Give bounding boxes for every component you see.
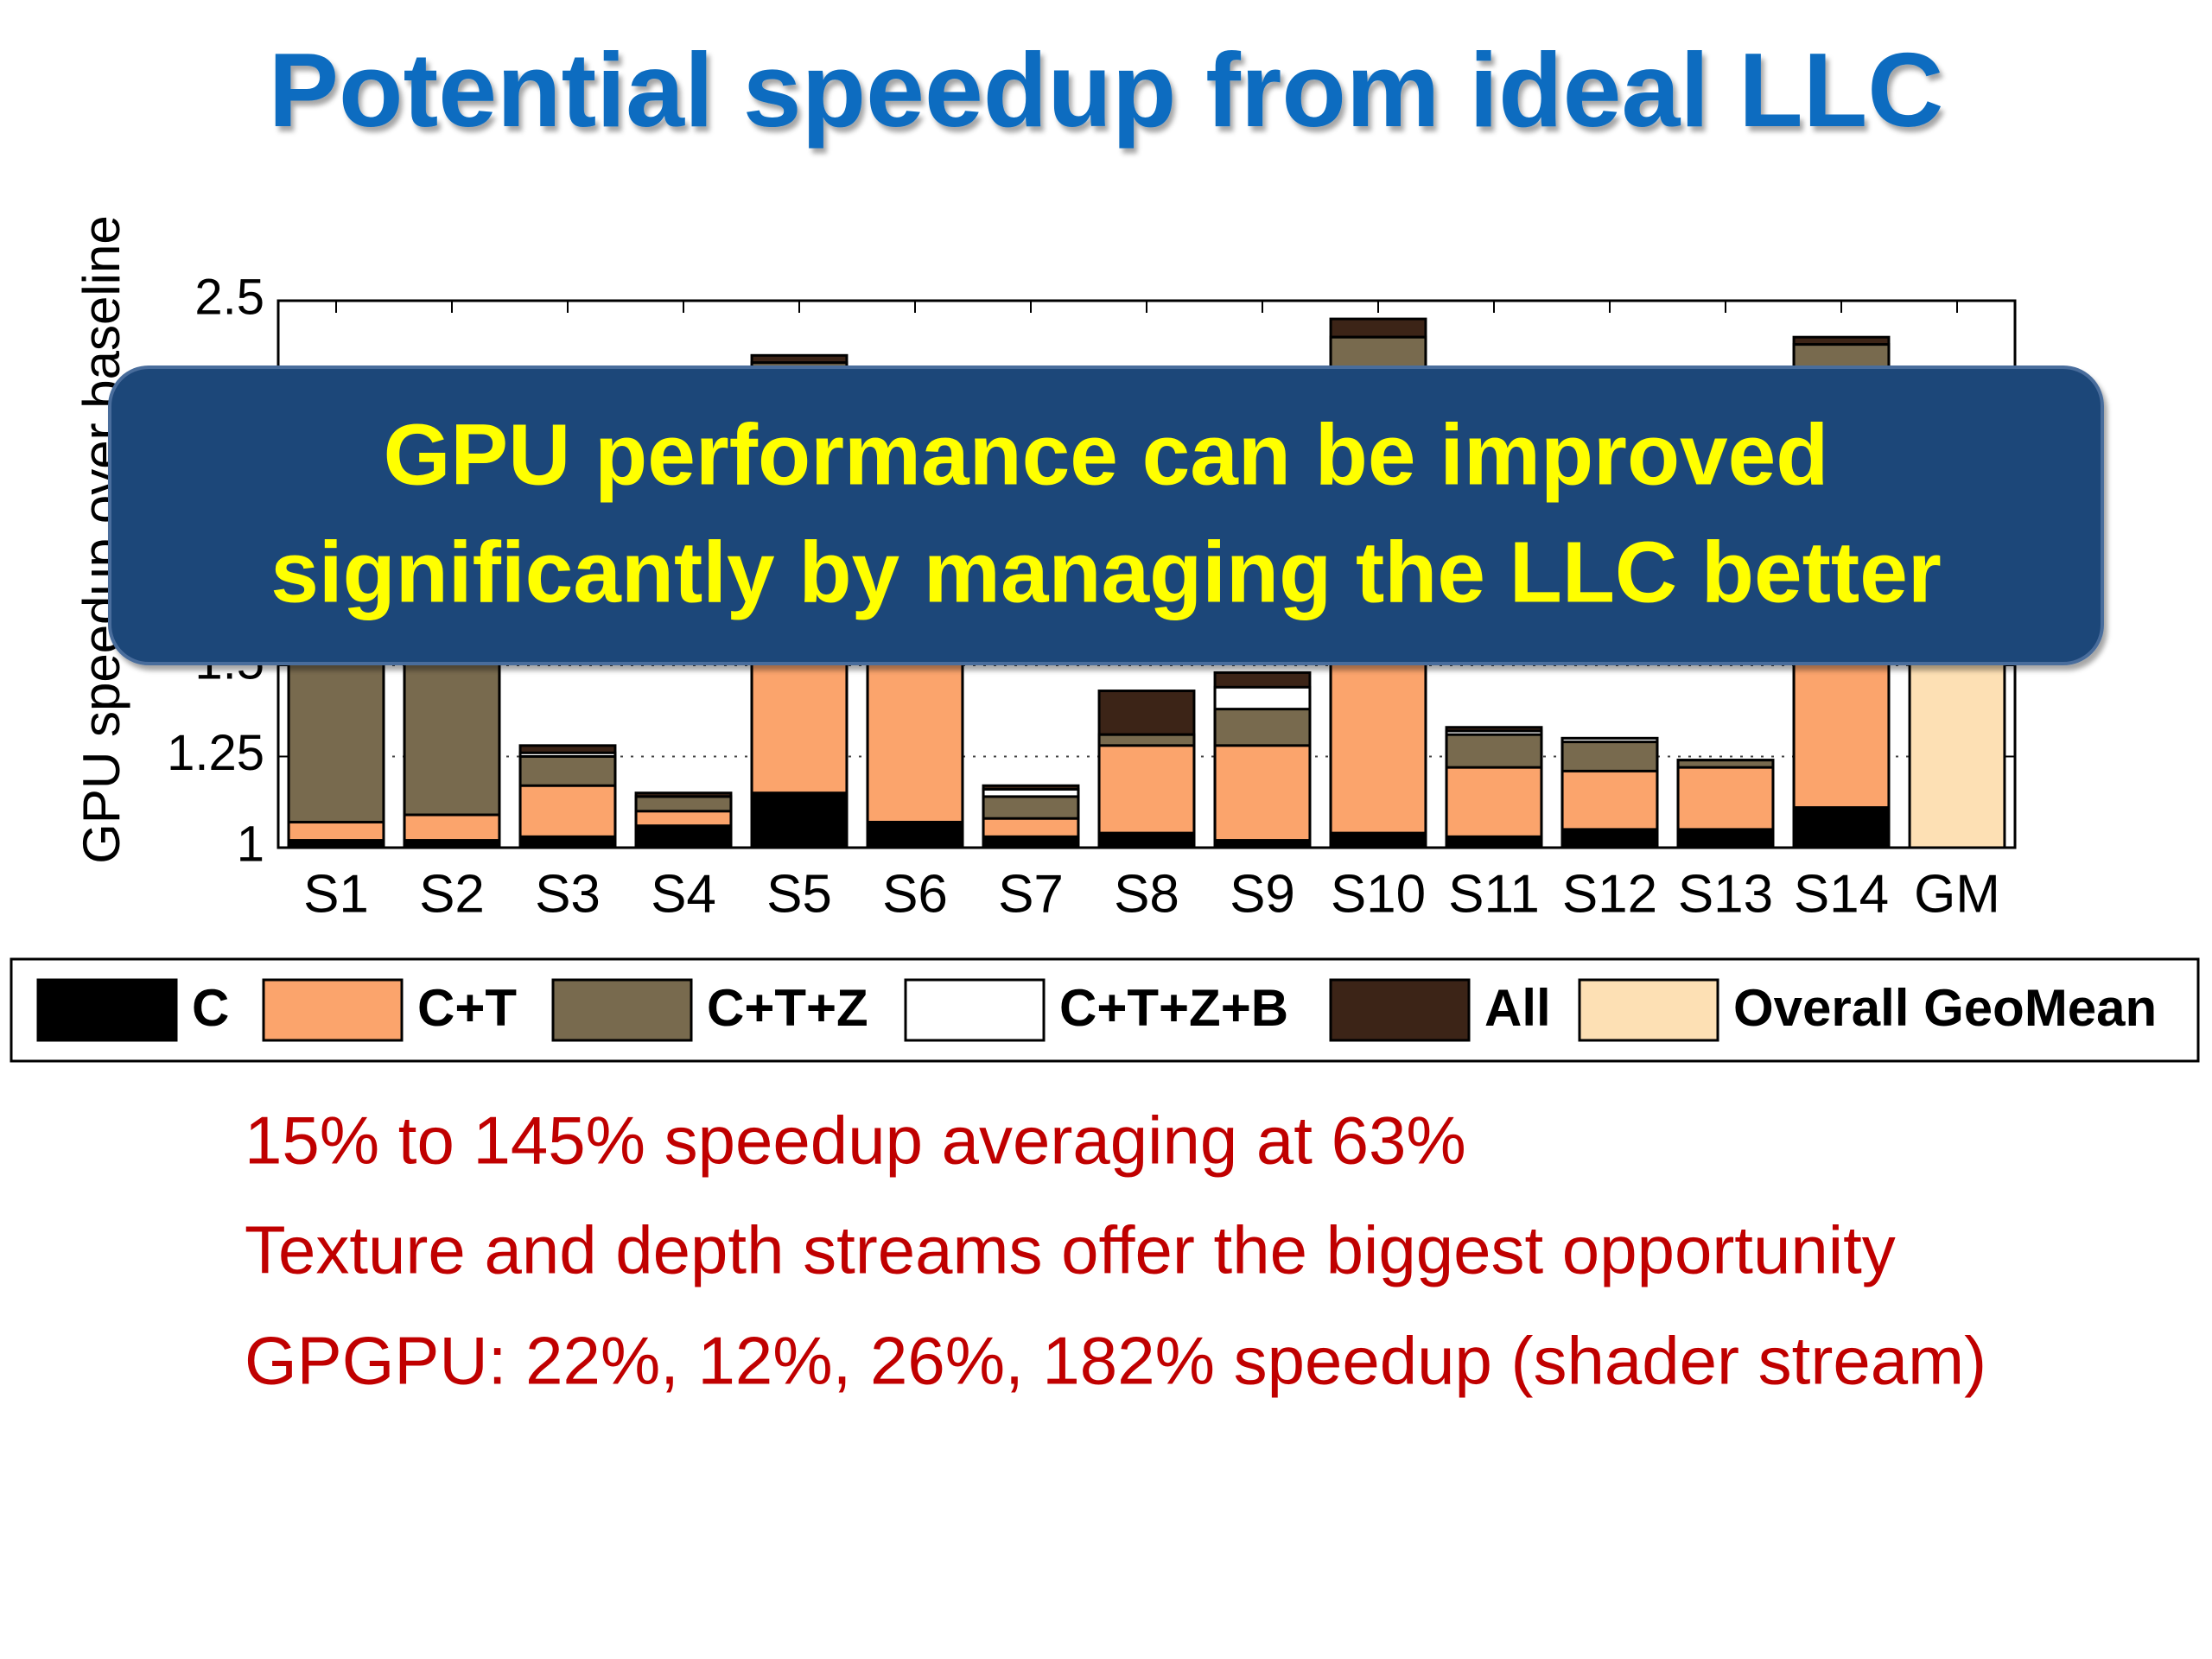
legend-swatch — [1329, 978, 1471, 1042]
legend-swatch — [1578, 978, 1719, 1042]
note: 15% to 145% speedup averaging at 63% — [245, 1103, 1466, 1179]
legend-label: C+T+Z — [707, 979, 868, 1037]
legend-label: C — [192, 979, 229, 1037]
legend-swatch — [262, 978, 404, 1042]
bar — [866, 820, 964, 849]
callout: GPU performance can be improved signific… — [108, 365, 2104, 665]
x-tick-label: S8 — [1114, 864, 1179, 924]
slide-title: Potential speedup from ideal LLC — [269, 31, 1944, 149]
bar — [1213, 744, 1312, 849]
bar — [1329, 831, 1427, 849]
callout-line: GPU performance can be improved — [384, 406, 1829, 503]
x-tick-label: S2 — [419, 864, 485, 924]
callout-line: significantly by managing the LLC better — [270, 524, 1942, 620]
x-tick-label: S3 — [535, 864, 601, 924]
bar — [1097, 831, 1196, 849]
legend-label: C+T — [417, 979, 517, 1037]
legend-swatch — [551, 978, 693, 1042]
x-tick-label: S11 — [1448, 864, 1540, 924]
y-tick-label: 1 — [237, 816, 264, 872]
x-tick-label: S12 — [1562, 864, 1657, 924]
x-tick-label: S13 — [1678, 864, 1773, 924]
x-tick-label: S10 — [1331, 864, 1426, 924]
y-tick-label: 1.25 — [167, 725, 264, 781]
bar — [982, 835, 1080, 849]
legend-label: C+T+Z+B — [1059, 979, 1288, 1037]
bar — [634, 824, 733, 849]
x-tick-label: S9 — [1230, 864, 1295, 924]
legend-label: Overall GeoMean — [1733, 979, 2157, 1037]
x-tick-label: S5 — [766, 864, 832, 924]
bar — [1560, 828, 1659, 849]
callout-box — [108, 365, 2104, 665]
legend-swatch — [904, 978, 1046, 1042]
note: Texture and depth streams offer the bigg… — [245, 1212, 1896, 1288]
x-tick-label: S7 — [998, 864, 1064, 924]
bar — [1097, 744, 1196, 849]
legend-swatch — [36, 978, 178, 1042]
bar — [1445, 835, 1543, 849]
y-tick-label: 2.5 — [194, 269, 264, 325]
bar — [1792, 806, 1891, 849]
x-tick-label: GM — [1914, 864, 2000, 924]
x-tick-label: S4 — [651, 864, 716, 924]
bar — [1676, 828, 1775, 849]
x-tick-label: S6 — [882, 864, 948, 924]
legend-label: All — [1484, 979, 1551, 1037]
x-tick-label: S14 — [1794, 864, 1889, 924]
note: GPGPU: 22%, 12%, 26%, 182% speedup (shad… — [245, 1323, 1986, 1399]
bar — [750, 791, 849, 849]
bar — [518, 835, 617, 849]
x-tick-label: S1 — [303, 864, 369, 924]
